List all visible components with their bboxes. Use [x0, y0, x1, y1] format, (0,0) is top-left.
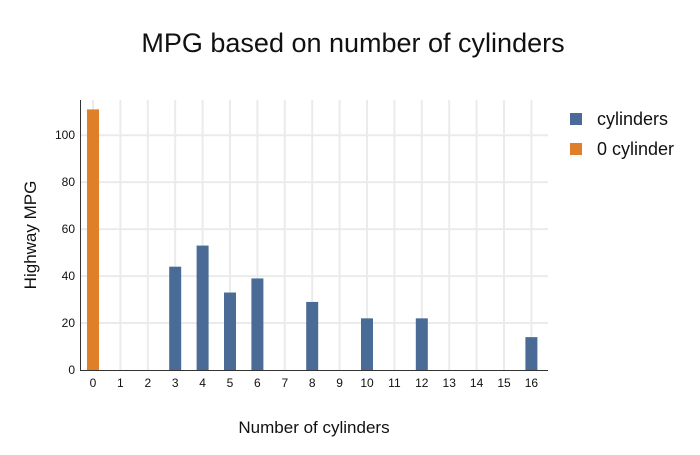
bar-cylinders-10 [361, 318, 373, 370]
legend-label: 0 cylinder [597, 139, 674, 159]
bar-cylinders-4 [196, 245, 209, 370]
legend: cylinders 0 cylinder [570, 109, 674, 159]
x-tick-label: 3 [172, 376, 179, 390]
x-tick-label: 12 [415, 376, 429, 390]
chart-title: MPG based on number of cylinders [141, 28, 564, 58]
bar-cylinders-8 [306, 301, 319, 370]
x-tick-label: 11 [388, 376, 401, 390]
bar-0-cylinder-0 [87, 109, 99, 371]
y-tick-label: 100 [55, 128, 75, 142]
bar-cylinders-5 [224, 292, 236, 370]
x-axis-label: Number of cylinders [238, 418, 389, 437]
x-tick-label: 5 [227, 376, 234, 390]
bar-cylinders-12 [415, 318, 428, 370]
x-tick-label: 14 [470, 376, 484, 390]
legend-swatch [570, 143, 582, 155]
x-tick-label: 2 [144, 376, 151, 390]
x-tick-label: 8 [309, 376, 316, 390]
x-tick-label: 4 [199, 376, 206, 390]
x-tick-label: 10 [360, 376, 374, 390]
bar-cylinders-16 [525, 337, 538, 370]
x-tick-label: 16 [525, 376, 539, 390]
x-tick-label: 6 [254, 376, 261, 390]
y-tick-label: 60 [62, 222, 76, 236]
y-tick-label: 80 [62, 175, 76, 189]
legend-swatch [570, 113, 582, 125]
x-tick-label: 13 [443, 376, 457, 390]
axes [80, 100, 548, 371]
x-tick-label: 7 [281, 376, 288, 390]
legend-label: cylinders [597, 109, 668, 129]
bar-cylinders-6 [251, 278, 264, 370]
y-axis-label: Highway MPG [21, 181, 40, 290]
x-tick-label: 1 [117, 376, 124, 390]
x-tick-label: 15 [497, 376, 511, 390]
bars [87, 109, 538, 371]
x-tick-label: 9 [336, 376, 343, 390]
x-tick-label: 0 [90, 376, 97, 390]
bar-cylinders-3 [169, 266, 182, 370]
y-tick-label: 0 [68, 363, 75, 377]
y-tick-label: 20 [62, 316, 76, 330]
y-tick-label: 40 [62, 269, 76, 283]
